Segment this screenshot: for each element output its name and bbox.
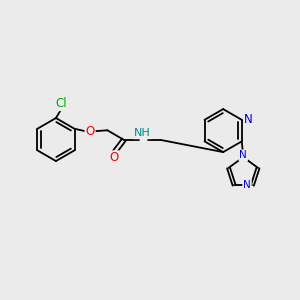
Text: N: N bbox=[239, 150, 247, 161]
Text: N: N bbox=[244, 113, 253, 126]
Text: O: O bbox=[85, 125, 95, 138]
Text: Cl: Cl bbox=[56, 97, 67, 110]
Text: O: O bbox=[110, 151, 119, 164]
Text: NH: NH bbox=[134, 128, 151, 138]
Text: N: N bbox=[243, 180, 251, 190]
